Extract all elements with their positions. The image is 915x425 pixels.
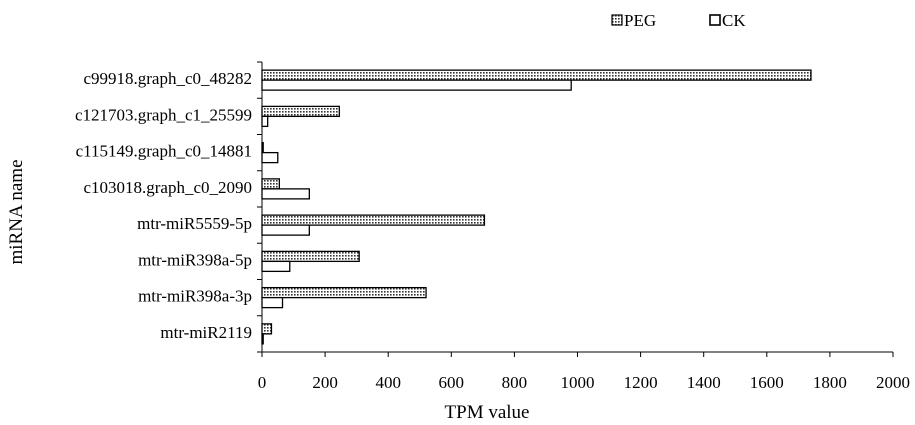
x-tick-label: 2000 bbox=[876, 373, 910, 392]
bar-ck bbox=[261, 333, 264, 345]
legend: PEG CK bbox=[611, 11, 746, 30]
x-tick-label: 600 bbox=[439, 373, 465, 392]
x-tick-label: 1200 bbox=[624, 373, 658, 392]
x-axis-title: TPM value bbox=[445, 402, 530, 423]
category-label: c115149.graph_c0_14881 bbox=[76, 142, 252, 161]
legend-swatch-peg bbox=[611, 14, 623, 26]
legend-label-ck: CK bbox=[722, 11, 746, 30]
category-label: mtr-miR5559-5p bbox=[137, 214, 252, 233]
bar-ck bbox=[261, 296, 284, 309]
bar-peg bbox=[261, 250, 360, 263]
x-axis-ticks: 0 200 400 600 800 1000 1200 1400 1600 1800 2000 bbox=[258, 352, 910, 392]
legend-label-peg: PEG bbox=[624, 11, 656, 30]
bar-ck bbox=[261, 151, 279, 164]
bar-ck bbox=[261, 260, 291, 273]
y-axis-category-labels: c99918.graph_c0_48282 c121703.graph_c1_25… bbox=[75, 61, 262, 353]
bar-peg bbox=[261, 178, 281, 190]
bar-peg bbox=[261, 105, 340, 118]
x-tick-label: 800 bbox=[502, 373, 528, 392]
category-label: c99918.graph_c0_48282 bbox=[83, 69, 252, 88]
x-tick-label: 0 bbox=[258, 373, 267, 392]
x-tick-label: 1000 bbox=[561, 373, 595, 392]
legend-swatch-ck bbox=[709, 14, 721, 26]
bar-ck bbox=[261, 188, 310, 200]
bar-peg bbox=[261, 286, 427, 299]
bars bbox=[261, 69, 812, 345]
category-label: mtr-miR398a-3p bbox=[138, 287, 252, 306]
y-axis-title: miRNA name bbox=[6, 159, 27, 264]
x-tick-label: 1400 bbox=[687, 373, 721, 392]
category-label: mtr-miR398a-5p bbox=[138, 250, 252, 269]
category-label: mtr-miR2119 bbox=[160, 323, 252, 342]
bar-peg bbox=[261, 214, 486, 226]
bar-ck bbox=[261, 224, 310, 236]
category-label: c121703.graph_c1_25599 bbox=[75, 105, 252, 124]
bar-peg bbox=[261, 323, 273, 335]
bar-peg bbox=[261, 69, 812, 81]
bar-ck bbox=[261, 79, 572, 91]
bar-peg bbox=[261, 141, 264, 154]
x-tick-label: 1800 bbox=[813, 373, 847, 392]
x-tick-label: 1600 bbox=[750, 373, 784, 392]
x-tick-label: 200 bbox=[312, 373, 338, 392]
x-tick-label: 400 bbox=[375, 373, 401, 392]
category-label: c103018.graph_c0_2090 bbox=[83, 178, 252, 197]
bar-ck bbox=[261, 115, 269, 128]
